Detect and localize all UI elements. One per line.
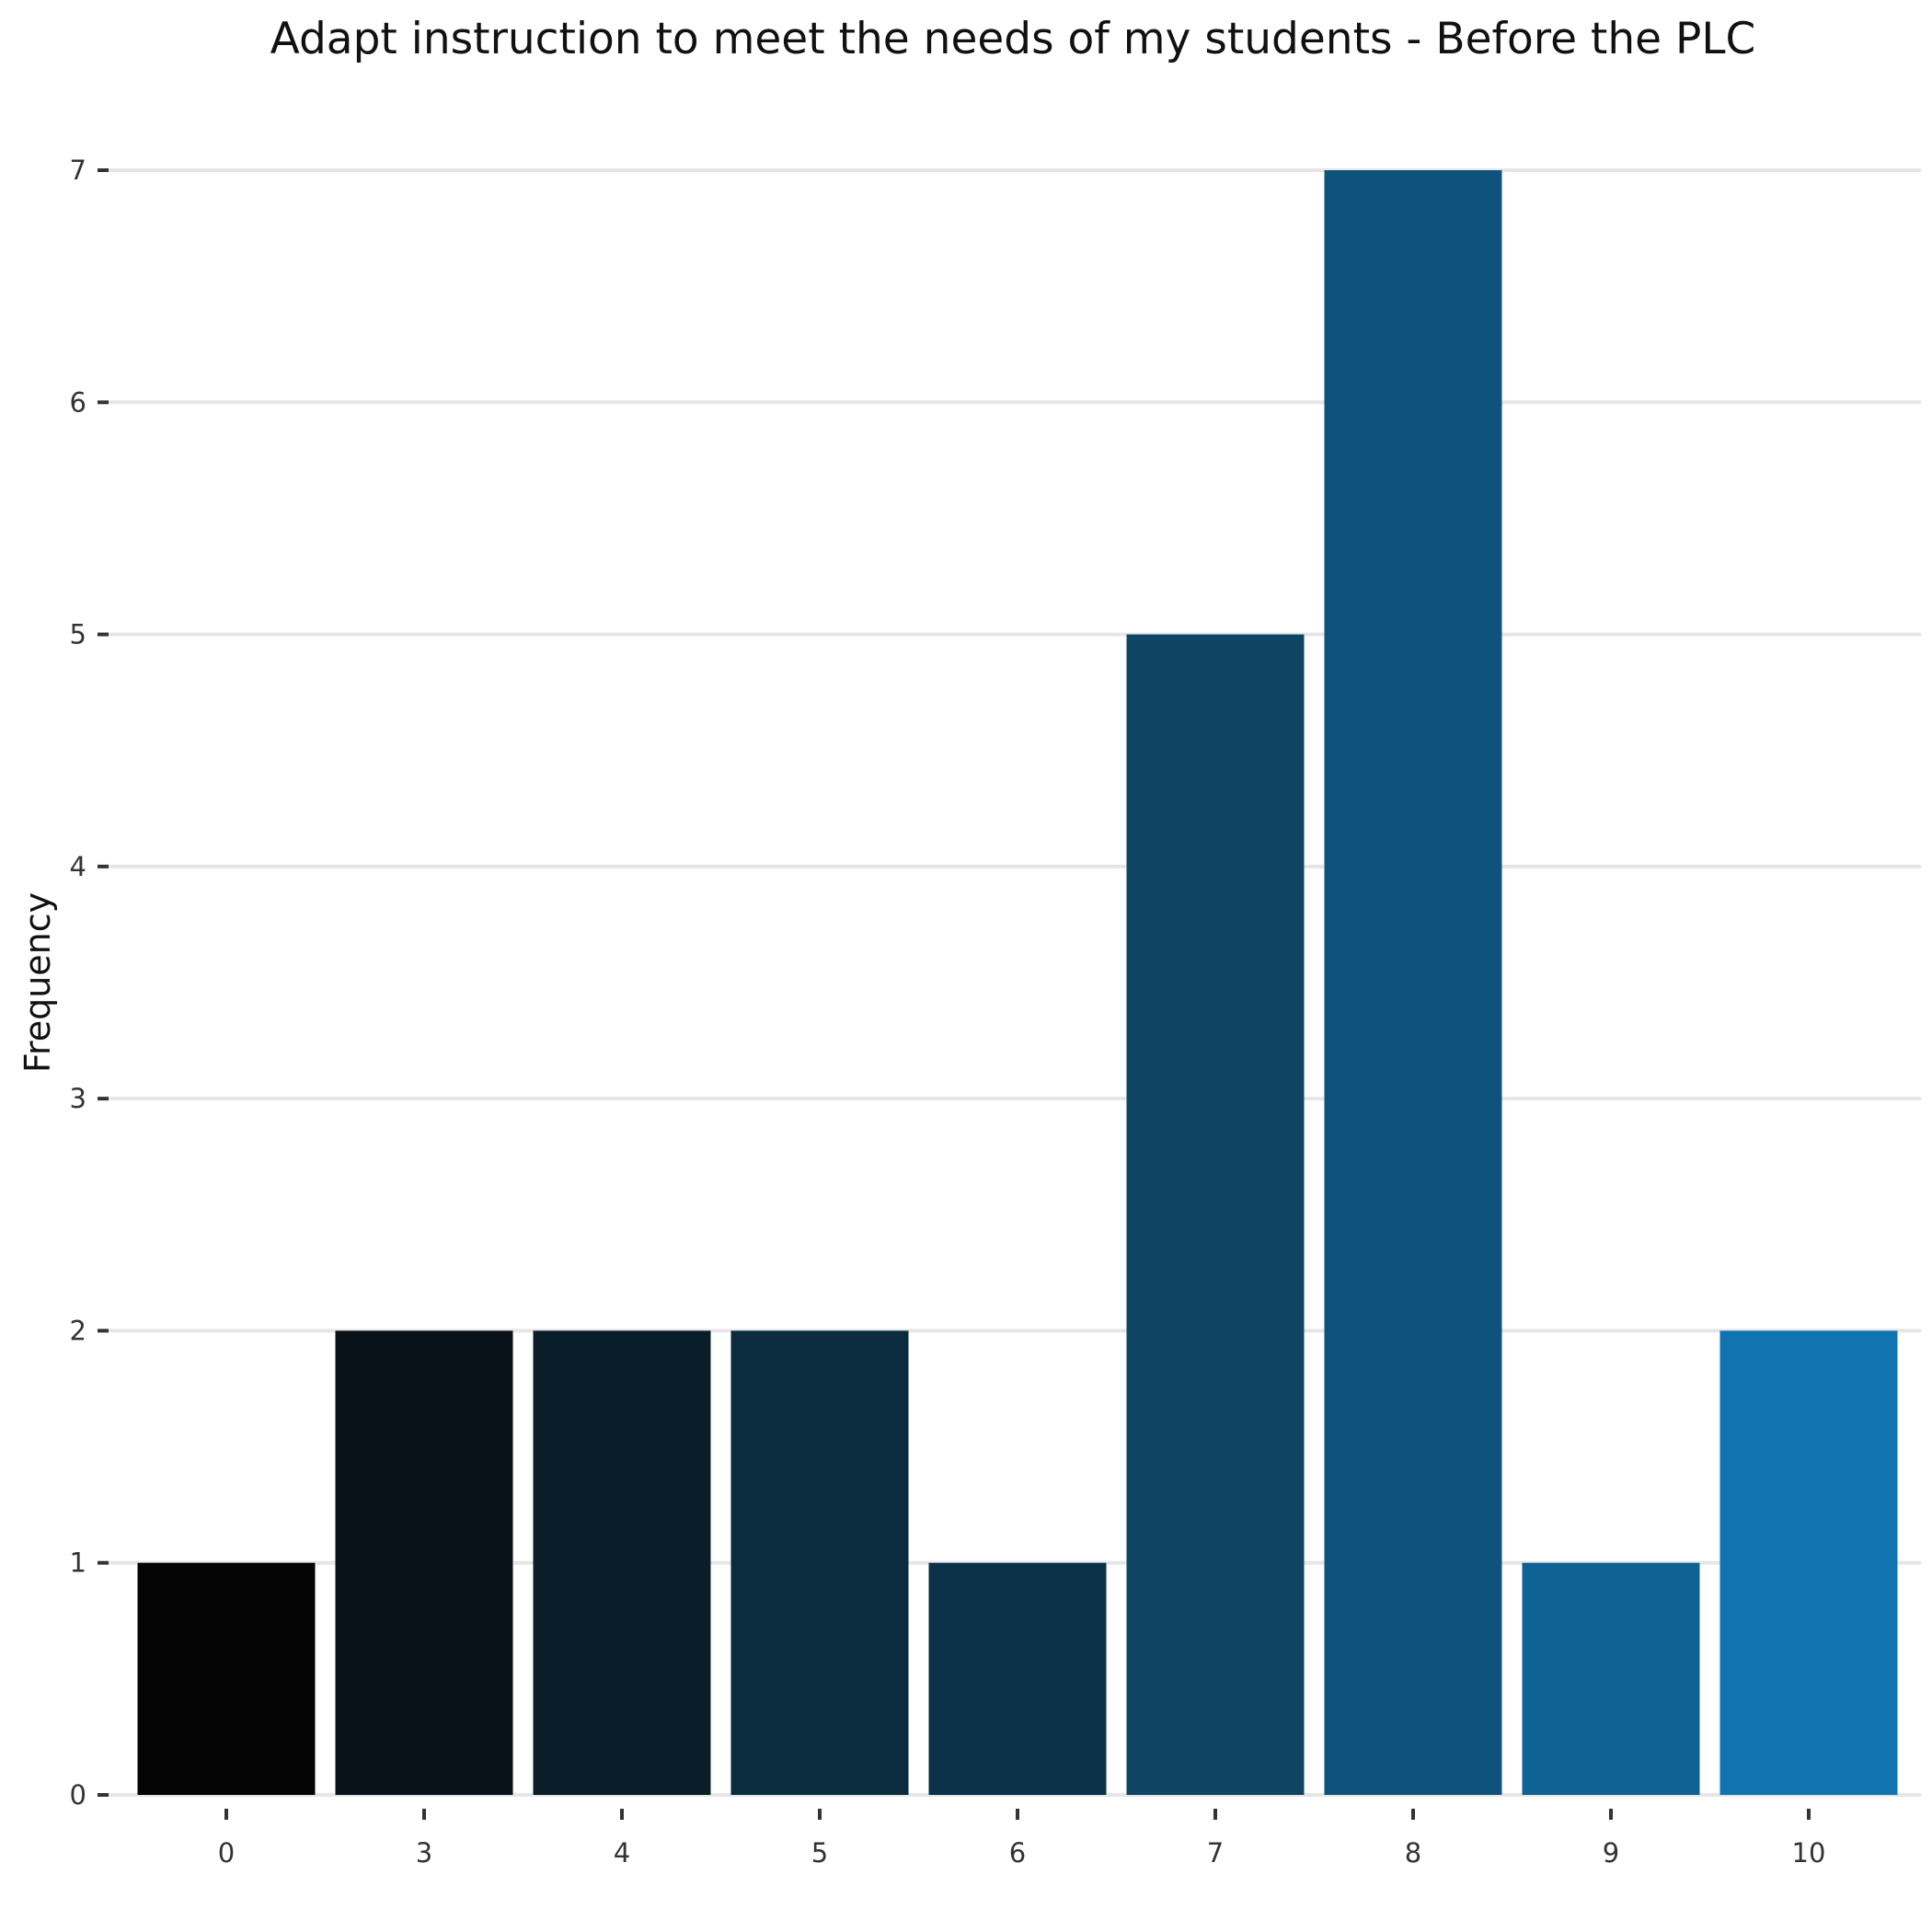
bar-5	[730, 1330, 909, 1795]
bars	[137, 170, 1898, 1795]
y-tick-label: 5	[70, 619, 86, 650]
x-tick-label: 5	[811, 1837, 828, 1869]
y-tick-label: 1	[70, 1547, 86, 1579]
x-tick-label: 3	[416, 1837, 432, 1869]
x-tick-label: 7	[1207, 1837, 1224, 1869]
bar-6	[928, 1562, 1107, 1795]
bar-4	[533, 1330, 711, 1795]
y-tick-label: 7	[70, 155, 86, 186]
y-tick-label: 2	[70, 1315, 86, 1346]
y-tick-label: 4	[70, 851, 86, 882]
x-tick-label: 10	[1792, 1837, 1826, 1869]
y-axis-label: Frequency	[17, 892, 58, 1073]
y-tick-label: 3	[70, 1083, 86, 1114]
x-tick-label: 9	[1603, 1837, 1619, 1869]
y-tick-label: 0	[70, 1779, 86, 1811]
bar-9	[1522, 1562, 1700, 1795]
x-tick-label: 4	[614, 1837, 630, 1869]
y-tick-label: 6	[70, 386, 86, 418]
x-axis: 0 3 4 5 6 7 8 9 10	[218, 1809, 1826, 1869]
x-tick-label: 6	[1009, 1837, 1026, 1869]
bar-10	[1719, 1330, 1898, 1795]
bar-0	[137, 1562, 316, 1795]
chart-title: Adapt instruction to meet the needs of m…	[270, 14, 1756, 64]
y-axis: 0 1 2 3 4 5 6 7	[70, 155, 109, 1811]
bar-3	[335, 1330, 513, 1795]
x-tick-label: 0	[218, 1837, 235, 1869]
bar-8	[1324, 170, 1502, 1795]
bar-7	[1126, 634, 1305, 1795]
x-tick-label: 8	[1405, 1837, 1421, 1869]
